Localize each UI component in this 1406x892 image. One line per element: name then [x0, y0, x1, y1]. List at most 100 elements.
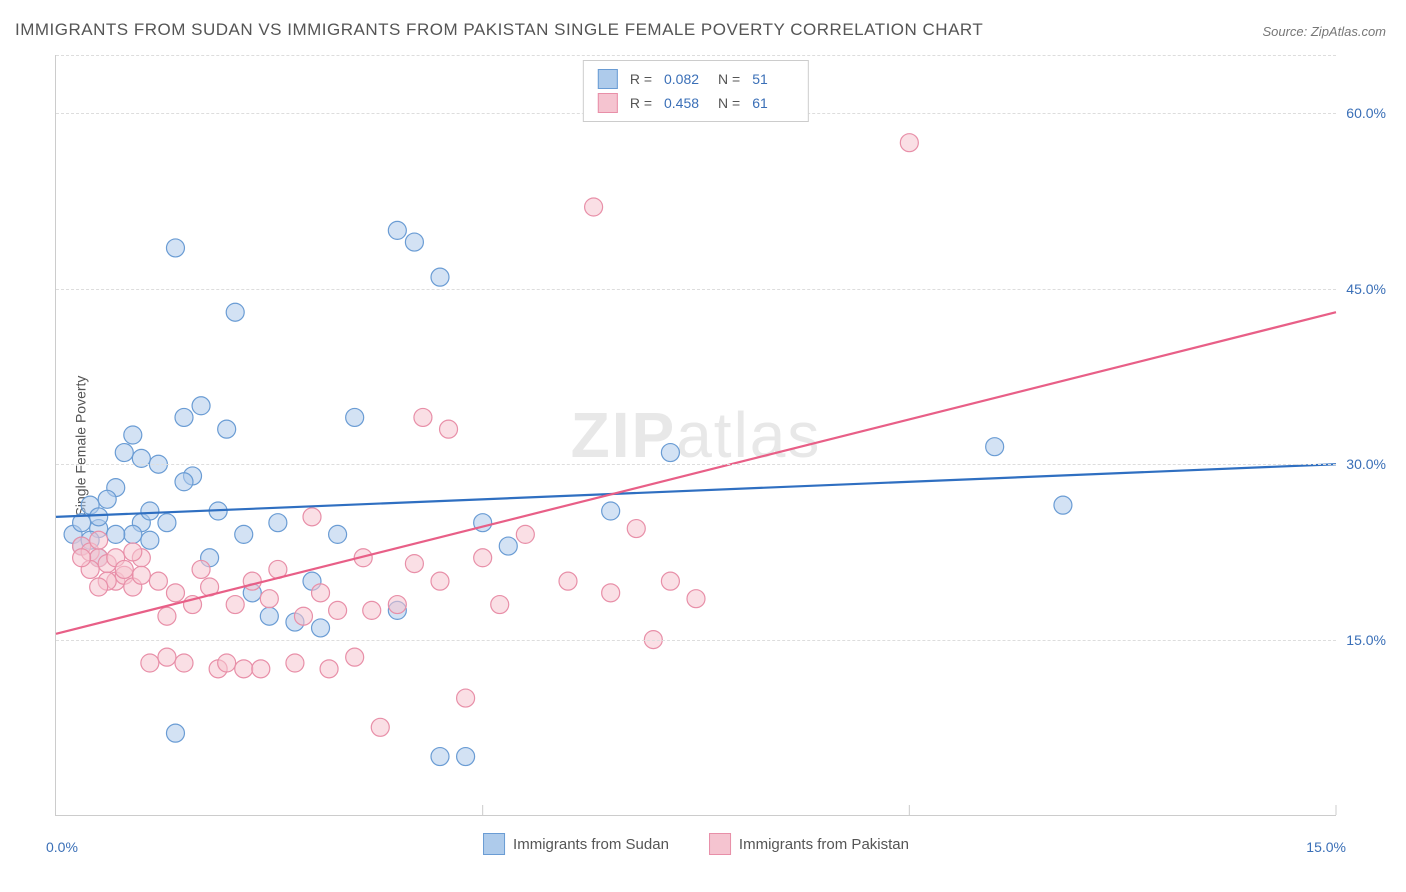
- data-point: [166, 584, 184, 602]
- swatch-pakistan-icon: [709, 833, 731, 855]
- data-point: [218, 654, 236, 672]
- data-point: [235, 660, 253, 678]
- chart-title: IMMIGRANTS FROM SUDAN VS IMMIGRANTS FROM…: [15, 20, 983, 40]
- swatch-sudan-icon: [598, 69, 618, 89]
- data-point: [431, 268, 449, 286]
- chart-container: IMMIGRANTS FROM SUDAN VS IMMIGRANTS FROM…: [0, 0, 1406, 892]
- data-point: [158, 607, 176, 625]
- y-tick-label: 45.0%: [1346, 281, 1386, 297]
- source-label: Source: ZipAtlas.com: [1262, 24, 1386, 39]
- data-point: [440, 420, 458, 438]
- data-point: [457, 689, 475, 707]
- legend-stats-row-2: R = 0.458 N = 61: [598, 91, 794, 115]
- data-point: [405, 233, 423, 251]
- data-point: [243, 572, 261, 590]
- x-tick-max: 15.0%: [1306, 839, 1346, 855]
- legend-stats: R = 0.082 N = 51 R = 0.458 N = 61: [583, 60, 809, 122]
- legend-item-pakistan: Immigrants from Pakistan: [709, 833, 909, 855]
- data-point: [175, 654, 193, 672]
- data-point: [149, 572, 167, 590]
- data-point: [294, 607, 312, 625]
- legend-item-sudan: Immigrants from Sudan: [483, 833, 669, 855]
- x-tick-min: 0.0%: [46, 839, 78, 855]
- data-point: [269, 514, 287, 532]
- legend-series: Immigrants from Sudan Immigrants from Pa…: [483, 833, 909, 855]
- data-point: [286, 654, 304, 672]
- data-point: [414, 408, 432, 426]
- data-point: [192, 397, 210, 415]
- data-point: [900, 134, 918, 152]
- data-point: [986, 438, 1004, 456]
- data-point: [260, 590, 278, 608]
- data-point: [192, 560, 210, 578]
- data-point: [124, 426, 142, 444]
- data-point: [363, 601, 381, 619]
- data-point: [346, 408, 364, 426]
- data-point: [166, 239, 184, 257]
- data-point: [158, 514, 176, 532]
- data-point: [115, 444, 133, 462]
- r-value-sudan: 0.082: [664, 71, 706, 87]
- r-value-pakistan: 0.458: [664, 95, 706, 111]
- data-point: [627, 520, 645, 538]
- data-point: [115, 560, 133, 578]
- data-point: [98, 490, 116, 508]
- data-point: [166, 724, 184, 742]
- data-point: [303, 508, 321, 526]
- data-point: [252, 660, 270, 678]
- data-point: [141, 531, 159, 549]
- data-point: [602, 502, 620, 520]
- data-point: [175, 473, 193, 491]
- data-point: [90, 531, 108, 549]
- y-tick-label: 60.0%: [1346, 105, 1386, 121]
- n-value-pakistan: 61: [752, 95, 794, 111]
- data-point: [1054, 496, 1072, 514]
- n-value-sudan: 51: [752, 71, 794, 87]
- y-tick-label: 15.0%: [1346, 632, 1386, 648]
- swatch-pakistan-icon: [598, 93, 618, 113]
- data-point: [175, 408, 193, 426]
- data-point: [90, 578, 108, 596]
- n-label: N =: [718, 71, 740, 87]
- data-point: [226, 596, 244, 614]
- data-point: [90, 508, 108, 526]
- data-point: [388, 596, 406, 614]
- data-point: [141, 654, 159, 672]
- data-point: [388, 221, 406, 239]
- data-point: [687, 590, 705, 608]
- data-point: [499, 537, 517, 555]
- data-point: [371, 718, 389, 736]
- r-label: R =: [630, 71, 652, 87]
- data-point: [320, 660, 338, 678]
- data-point: [312, 619, 330, 637]
- data-point: [559, 572, 577, 590]
- data-point: [602, 584, 620, 602]
- legend-label-sudan: Immigrants from Sudan: [513, 836, 669, 853]
- data-point: [158, 648, 176, 666]
- y-tick-label: 30.0%: [1346, 456, 1386, 472]
- data-point: [132, 566, 150, 584]
- chart-svg: [56, 55, 1336, 815]
- r-label: R =: [630, 95, 652, 111]
- data-point: [346, 648, 364, 666]
- data-point: [329, 601, 347, 619]
- data-point: [491, 596, 509, 614]
- data-point: [431, 748, 449, 766]
- data-point: [226, 303, 244, 321]
- data-point: [474, 549, 492, 567]
- plot-area: ZIPatlas R = 0.082 N = 51 R = 0.458 N = …: [55, 55, 1336, 816]
- data-point: [124, 525, 142, 543]
- data-point: [329, 525, 347, 543]
- data-point: [661, 572, 679, 590]
- data-point: [405, 555, 423, 573]
- swatch-sudan-icon: [483, 833, 505, 855]
- legend-label-pakistan: Immigrants from Pakistan: [739, 836, 909, 853]
- legend-stats-row-1: R = 0.082 N = 51: [598, 67, 794, 91]
- data-point: [260, 607, 278, 625]
- data-point: [661, 444, 679, 462]
- data-point: [218, 420, 236, 438]
- data-point: [73, 549, 91, 567]
- data-point: [141, 502, 159, 520]
- data-point: [235, 525, 253, 543]
- data-point: [516, 525, 534, 543]
